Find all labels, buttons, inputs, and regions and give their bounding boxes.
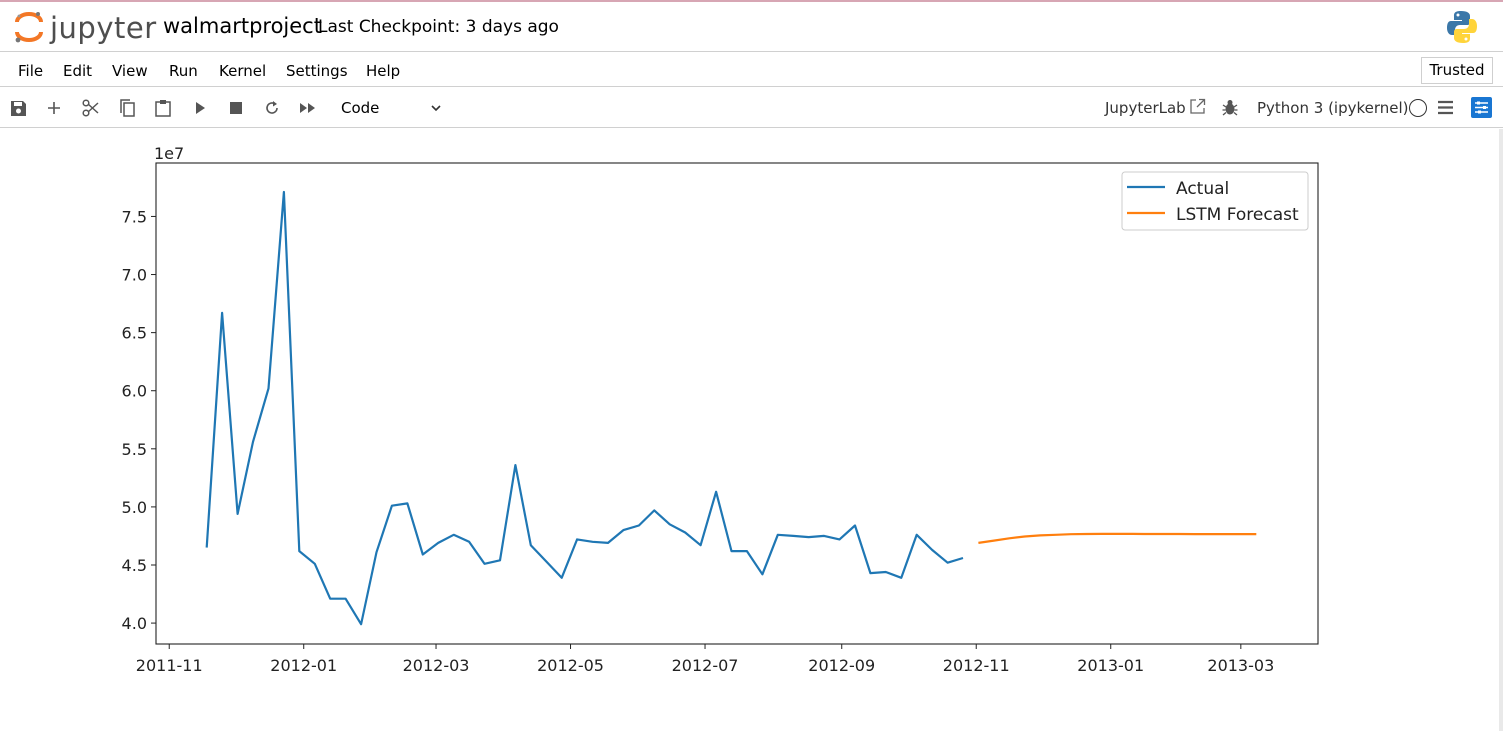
menu-bar: File Edit View Run Kernel Settings Help … [0,53,1503,87]
notebook-header: jupyter walmartproject Last Checkpoint: … [0,2,1503,52]
y-tick-label: 7.0 [122,266,147,285]
debugger-bug-icon[interactable] [1222,99,1238,116]
x-tick-label: 2012-01 [270,656,337,675]
jupyter-logo[interactable]: jupyter [14,8,164,48]
x-tick-label: 2012-07 [672,656,739,675]
kernel-name[interactable]: Python 3 (ipykernel) [1257,99,1409,117]
notebook-name[interactable]: walmartproject [163,14,322,38]
jupyter-logo-icon [15,12,43,43]
trusted-indicator[interactable]: Trusted [1421,57,1493,84]
y-tick-label: 5.0 [122,498,147,517]
copy-icon[interactable] [116,97,138,119]
run-all-icon[interactable] [297,97,319,119]
y-tick-label: 5.5 [122,440,147,459]
plot-area [155,162,1319,645]
chevron-down-icon [431,105,441,112]
menu-view[interactable]: View [112,62,148,80]
save-icon[interactable] [7,97,29,119]
cell-type-select[interactable]: Code [333,94,448,122]
menu-settings[interactable]: Settings [286,62,348,80]
x-axis: 2011-11 2012-01 2012-03 2012-05 2012-07 2012-… [136,644,1274,675]
python-logo-icon [1446,10,1478,48]
property-inspector-icon[interactable] [1471,97,1492,118]
x-tick-label: 2012-05 [537,656,604,675]
legend-label-forecast: LSTM Forecast [1176,205,1299,225]
x-tick-label: 2012-09 [808,656,875,675]
x-tick-label: 2013-01 [1077,656,1144,675]
y-axis: 4.0 4.5 5.0 5.5 6.0 6.5 7.0 7.5 [122,207,156,633]
cell-type-value: Code [341,99,380,117]
chart-figure: 1e7 4.0 4.5 5.0 5.5 6.0 6.5 7.0 7.5 2011-11 2012… [122,144,1319,675]
y-tick-label: 4.5 [122,556,147,575]
logo-text: jupyter [50,11,157,45]
y-tick-label: 6.5 [122,324,147,343]
run-icon[interactable] [189,97,211,119]
external-link-icon[interactable] [1189,98,1206,115]
cut-icon[interactable] [80,97,102,119]
legend-label-actual: Actual [1176,179,1229,199]
menu-help[interactable]: Help [366,62,401,80]
y-multiplier-label: 1e7 [154,144,184,163]
legend-box [1121,171,1309,231]
legend: Actual LSTM Forecast [1121,171,1309,231]
scrollbar[interactable] [1499,129,1503,731]
y-tick-label: 4.0 [122,614,147,633]
open-jupyterlab-link[interactable]: JupyterLab [1105,99,1186,117]
series-line-lstm-forecast [978,532,1257,544]
stop-icon[interactable] [225,97,247,119]
kernel-status-idle-icon [1409,99,1427,117]
toc-list-icon[interactable] [1437,99,1454,116]
x-tick-label: 2013-03 [1207,656,1274,675]
menu-kernel[interactable]: Kernel [219,62,267,80]
last-checkpoint: Last Checkpoint: 3 days ago [318,17,559,37]
cell-output-area: 1e7 4.0 4.5 5.0 5.5 6.0 6.5 7.0 7.5 2011-11 2012… [0,129,1503,731]
menu-file[interactable]: File [18,62,44,80]
series-lines [205,190,1257,626]
y-tick-label: 7.5 [122,207,147,226]
x-tick-label: 2012-03 [403,656,470,675]
window-top-strip [0,0,1503,2]
series-line-actual [205,190,964,626]
menu-run[interactable]: Run [169,62,198,80]
x-tick-label: 2012-11 [943,656,1010,675]
y-tick-label: 6.0 [122,382,147,401]
add-cell-icon[interactable] [43,97,65,119]
paste-icon[interactable] [152,97,174,119]
notebook-toolbar: Code JupyterLab Python 3 (ipykernel) [0,88,1503,128]
menu-edit[interactable]: Edit [63,62,93,80]
restart-icon[interactable] [261,97,283,119]
x-tick-label: 2011-11 [136,656,203,675]
